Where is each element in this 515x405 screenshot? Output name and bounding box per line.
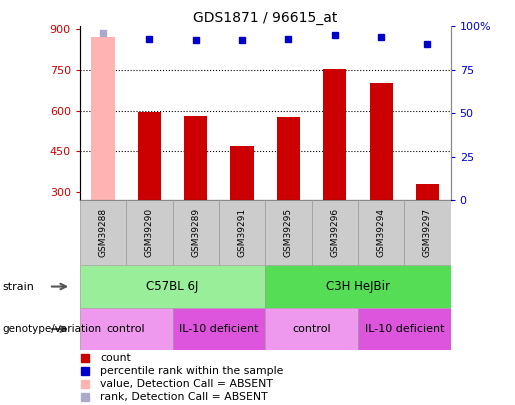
Text: GSM39296: GSM39296 xyxy=(330,208,339,258)
Bar xyxy=(358,308,451,350)
Bar xyxy=(219,200,265,265)
Bar xyxy=(173,308,265,350)
Bar xyxy=(231,146,253,200)
Text: GSM39297: GSM39297 xyxy=(423,208,432,258)
Bar xyxy=(80,265,265,308)
Bar xyxy=(184,116,207,200)
Text: GSM39288: GSM39288 xyxy=(98,208,108,258)
Text: C57BL 6J: C57BL 6J xyxy=(146,280,199,293)
Bar xyxy=(80,308,173,350)
Bar xyxy=(323,68,346,200)
Text: strain: strain xyxy=(3,281,35,292)
Text: count: count xyxy=(100,354,131,363)
Text: GSM39289: GSM39289 xyxy=(191,208,200,258)
Text: GSM39294: GSM39294 xyxy=(376,209,386,257)
Bar xyxy=(404,200,451,265)
Text: C3H HeJBir: C3H HeJBir xyxy=(326,280,390,293)
Bar xyxy=(416,184,439,200)
Text: percentile rank within the sample: percentile rank within the sample xyxy=(100,366,284,376)
Text: GSM39291: GSM39291 xyxy=(237,208,247,258)
Bar xyxy=(173,200,219,265)
Bar xyxy=(369,83,392,200)
Text: rank, Detection Call = ABSENT: rank, Detection Call = ABSENT xyxy=(100,392,268,402)
Bar xyxy=(126,200,173,265)
Bar xyxy=(265,200,312,265)
Text: IL-10 deficient: IL-10 deficient xyxy=(365,324,444,334)
Bar xyxy=(312,200,358,265)
Text: GSM39290: GSM39290 xyxy=(145,208,154,258)
Bar xyxy=(265,265,451,308)
Text: value, Detection Call = ABSENT: value, Detection Call = ABSENT xyxy=(100,379,273,389)
Text: GSM39295: GSM39295 xyxy=(284,208,293,258)
Bar xyxy=(92,37,114,200)
Bar xyxy=(265,308,358,350)
Bar xyxy=(80,200,126,265)
Bar xyxy=(138,112,161,200)
Bar xyxy=(358,200,404,265)
Text: control: control xyxy=(107,324,146,334)
Text: IL-10 deficient: IL-10 deficient xyxy=(179,324,259,334)
Title: GDS1871 / 96615_at: GDS1871 / 96615_at xyxy=(193,11,337,25)
Bar xyxy=(277,117,300,200)
Text: genotype/variation: genotype/variation xyxy=(3,324,101,334)
Text: control: control xyxy=(293,324,331,334)
